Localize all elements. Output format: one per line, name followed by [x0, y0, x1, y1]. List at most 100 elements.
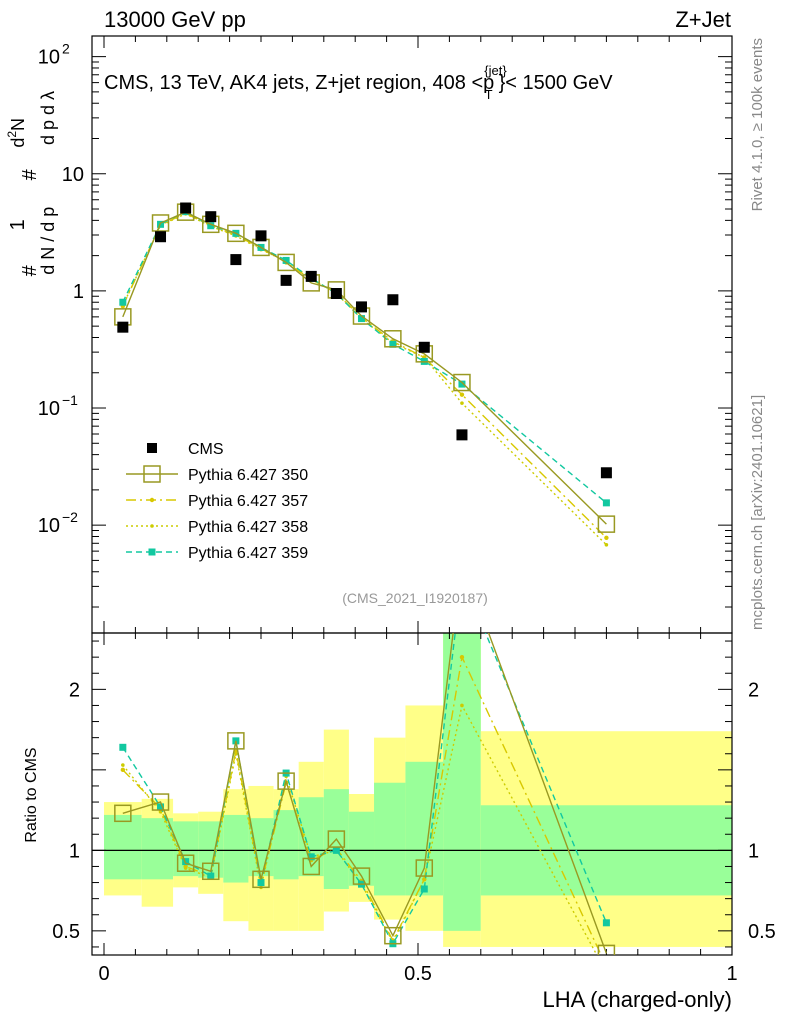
- cms-point: [456, 429, 468, 441]
- x-tick-label: 0.5: [404, 963, 432, 985]
- cms-point: [330, 287, 342, 299]
- ratio-y-tick-label: 1: [69, 840, 80, 862]
- legend: CMS Pythia 6.427 350 Pythia 6.427 357 Pythi…: [126, 441, 308, 562]
- header-left: 13000 GeV pp: [104, 7, 246, 32]
- band-inner-4: [223, 814, 249, 883]
- series-line-359: [122, 210, 607, 504]
- y-tick-label-exp: 10: [38, 47, 60, 69]
- plot-title-sub: T: [485, 87, 493, 102]
- point-350: [597, 515, 616, 533]
- ratio-frame: [91, 632, 733, 956]
- cms-point: [387, 294, 399, 306]
- legend-label: Pythia 6.427 350: [188, 467, 308, 484]
- x-tick-label: 0: [98, 963, 109, 985]
- ratio-y-tick-label-right: 1: [748, 840, 759, 862]
- point-358: [460, 401, 464, 405]
- band-inner-9: [348, 811, 375, 886]
- x-tick-label: 1: [726, 963, 737, 985]
- y-tick-label: 10: [62, 164, 84, 186]
- band-inner-6: [273, 810, 299, 880]
- ratio-point-350: [277, 772, 295, 790]
- ratio-point-350: [302, 857, 320, 876]
- band-inner-0: [104, 814, 142, 880]
- ratio-point-357: [120, 767, 126, 773]
- point-359: [207, 222, 215, 230]
- xlabel: LHA (charged-only): [542, 987, 732, 1012]
- ratio-point-350: [597, 944, 616, 955]
- point-350: [227, 224, 245, 243]
- ratio-y-tick-label-right: 2: [748, 679, 759, 701]
- ratio-point-359: [207, 872, 215, 880]
- y-tick-label-exponent: −1: [62, 392, 78, 408]
- ratio-clipped: [114, 633, 616, 955]
- point-359: [458, 380, 466, 388]
- ratio-point-350: [176, 854, 195, 872]
- legend-marker: [143, 465, 161, 483]
- legend-marker: [148, 548, 156, 556]
- ratio-point-350: [352, 867, 371, 885]
- point-358: [604, 542, 609, 547]
- ratio-y-tick-label: 2: [69, 679, 80, 701]
- ratio-point-359: [257, 879, 265, 887]
- ratio-point-359: [602, 919, 610, 927]
- ratio-point-357: [183, 864, 188, 869]
- ratio-point-350: [227, 732, 245, 750]
- cms-point: [255, 230, 267, 242]
- y-tick-label-exponent: 2: [62, 41, 70, 57]
- ratio-point-350: [384, 926, 402, 945]
- y-tick-label-exponent: −2: [62, 509, 78, 525]
- cms-point: [305, 270, 317, 282]
- mcplots-label: mcplots.cern.ch [arXiv:2401.10621]: [749, 395, 766, 630]
- band-inner-1: [141, 818, 174, 880]
- ratio-point-350: [151, 793, 170, 811]
- ratio-bands: [104, 633, 732, 947]
- ratio-point-359: [307, 853, 315, 861]
- ratio-point-350: [202, 862, 220, 881]
- ratio-y-tick-label-right: 0.5: [748, 921, 776, 943]
- legend-label: CMS: [188, 441, 224, 458]
- point-350: [384, 330, 402, 348]
- series-line-357: [122, 212, 607, 539]
- ratio-series: [114, 633, 616, 955]
- ratio-point-350: [415, 859, 434, 877]
- cms-point: [280, 274, 292, 286]
- y-tick-label-exp: 10: [38, 398, 60, 420]
- ratio-point-359: [119, 743, 127, 751]
- cms-point: [418, 341, 430, 353]
- plot-title: CMS, 13 TeV, AK4 jets, Z+jet region, 408…: [104, 63, 613, 102]
- legend-marker-cms: [147, 443, 157, 453]
- cms-point: [600, 467, 612, 479]
- cms-point: [355, 301, 367, 313]
- main-frame: [91, 35, 733, 634]
- point-350: [453, 373, 471, 392]
- plot-title-end: }< 1500 GeV: [499, 72, 614, 94]
- legend-marker: [150, 524, 154, 528]
- cms-point: [205, 211, 217, 223]
- point-350: [277, 253, 295, 272]
- point-357: [604, 535, 609, 540]
- ratio-line-357: [122, 654, 602, 955]
- cms-point: [117, 321, 129, 333]
- y-tick-label: 1: [73, 281, 84, 303]
- ratio-point-359: [420, 885, 428, 893]
- point-359: [602, 499, 610, 507]
- ratio-point-359: [332, 846, 340, 854]
- legend-marker: [149, 497, 155, 503]
- ratio-point-357: [459, 654, 465, 660]
- legend-label: Pythia 6.427 357: [188, 493, 308, 510]
- ratio-point-350: [252, 870, 270, 889]
- ratio-point-358: [158, 809, 163, 814]
- rivet-version: Rivet 4.1.0, ≥ 100k events: [749, 38, 766, 211]
- ylabel-ratio: Ratio to CMS: [23, 747, 40, 842]
- cms-point: [230, 254, 242, 266]
- ratio-line-350: [122, 633, 608, 954]
- band-inner-10: [374, 782, 406, 896]
- ratio-point-357: [422, 877, 427, 882]
- point-359: [357, 315, 365, 323]
- legend-label: Pythia 6.427 358: [188, 519, 308, 536]
- ylabel-main: # 1 d N / d p # d2N d p d λ: [5, 91, 58, 276]
- point-350: [151, 214, 170, 232]
- band-inner-12: [443, 633, 481, 931]
